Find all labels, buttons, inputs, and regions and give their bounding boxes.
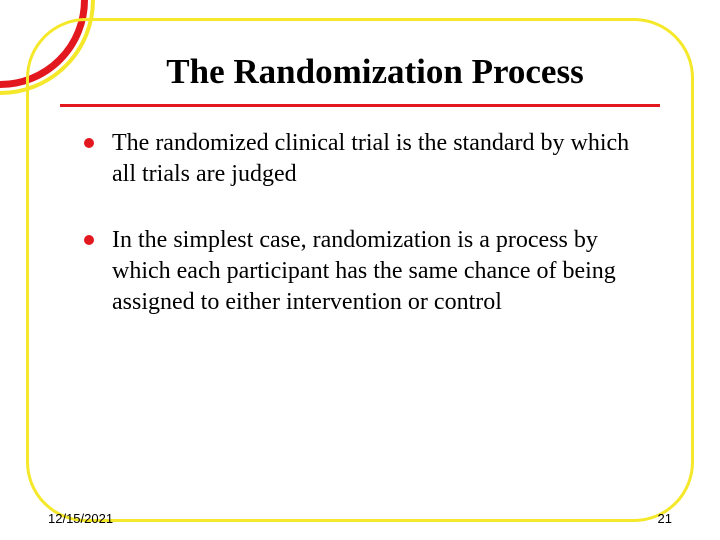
footer-page-number: 21 <box>658 511 672 526</box>
title-underline <box>60 104 660 107</box>
bullet-item: In the simplest case, randomization is a… <box>84 225 650 317</box>
slide-title: The Randomization Process <box>90 52 660 92</box>
bullet-text: In the simplest case, randomization is a… <box>112 225 650 317</box>
bullet-text: The randomized clinical trial is the sta… <box>112 128 650 189</box>
footer-date: 12/15/2021 <box>48 511 113 526</box>
bullet-dot-icon <box>84 138 94 148</box>
slide-body: The randomized clinical trial is the sta… <box>84 128 650 354</box>
bullet-item: The randomized clinical trial is the sta… <box>84 128 650 189</box>
bullet-dot-icon <box>84 235 94 245</box>
